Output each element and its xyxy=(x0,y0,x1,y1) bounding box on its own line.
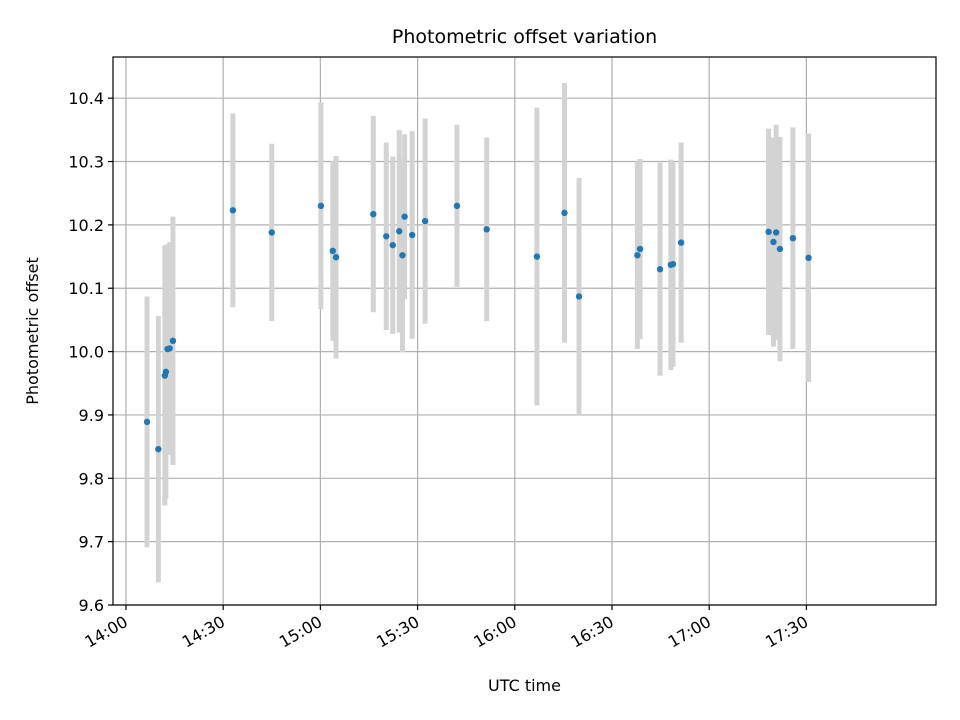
data-point xyxy=(229,207,237,214)
y-axis-label: Photometric offset xyxy=(23,257,42,405)
data-point xyxy=(789,234,797,242)
data-point xyxy=(636,245,644,253)
data-point xyxy=(765,228,772,236)
data-point xyxy=(776,245,784,253)
data-point xyxy=(401,213,408,220)
y-tick-label: 10.2 xyxy=(68,216,104,235)
data-point xyxy=(453,202,461,210)
data-point xyxy=(155,445,162,453)
data-point xyxy=(805,254,812,262)
data-points xyxy=(143,202,812,453)
data-point xyxy=(634,252,641,259)
data-point xyxy=(166,345,173,352)
data-point xyxy=(772,229,780,236)
y-tick-label: 9.6 xyxy=(79,596,104,615)
data-point xyxy=(383,233,390,240)
y-tick-label: 9.8 xyxy=(79,469,104,488)
y-tick-label: 10.4 xyxy=(68,89,104,108)
y-axis-ticks: 9.6 9.7 9.8 9.9 10.0 10.1 10.2 10.3 10.4 xyxy=(68,89,113,615)
y-tick-label: 10.0 xyxy=(68,343,104,362)
data-point xyxy=(169,337,177,345)
data-point xyxy=(669,260,677,268)
data-point xyxy=(329,247,336,255)
data-point xyxy=(370,210,377,218)
x-axis-label: UTC time xyxy=(488,676,561,695)
data-point xyxy=(408,231,416,239)
data-point xyxy=(533,253,541,260)
data-point xyxy=(389,241,396,249)
data-point xyxy=(143,418,151,426)
data-point xyxy=(677,239,685,246)
y-tick-label: 9.9 xyxy=(79,406,104,425)
data-point xyxy=(332,253,340,261)
data-point xyxy=(561,209,568,217)
data-point xyxy=(399,252,406,259)
data-point xyxy=(656,266,664,273)
data-point xyxy=(421,217,429,225)
data-point xyxy=(396,228,403,235)
data-point xyxy=(575,293,583,300)
data-point xyxy=(317,202,325,210)
y-tick-label: 9.7 xyxy=(79,533,104,552)
chart-title: Photometric offset variation xyxy=(392,26,657,48)
y-tick-label: 10.3 xyxy=(68,153,104,172)
plot-frame xyxy=(112,56,937,606)
data-point xyxy=(162,368,170,376)
y-tick-label: 10.1 xyxy=(68,279,104,298)
data-point xyxy=(268,229,275,236)
data-point xyxy=(770,238,777,246)
data-point xyxy=(483,226,490,233)
